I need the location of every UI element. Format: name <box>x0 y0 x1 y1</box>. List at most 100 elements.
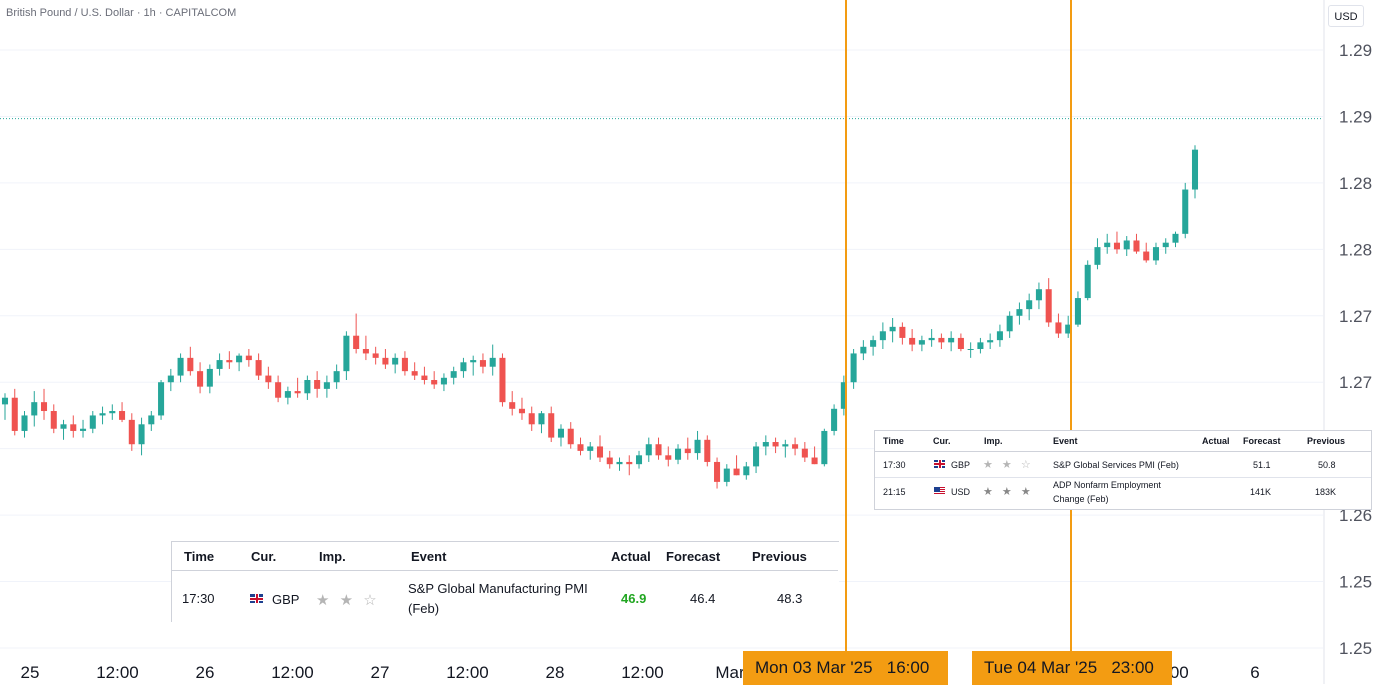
candle-body <box>372 353 379 358</box>
candle <box>762 435 769 456</box>
candle-body <box>392 357 399 365</box>
candle <box>275 375 282 403</box>
candle <box>1065 315 1072 338</box>
price-tick-label: 1.27 <box>1339 307 1372 326</box>
event-currency: USD <box>951 487 971 497</box>
candle-body <box>1133 240 1140 252</box>
candle-body <box>860 346 867 354</box>
candle <box>557 424 565 447</box>
candle-body <box>870 340 877 347</box>
uk-flag-icon <box>934 460 945 468</box>
candle-body <box>216 360 223 369</box>
candle-body <box>782 444 789 447</box>
candle <box>206 364 213 394</box>
candle <box>938 333 945 349</box>
event-previous: 183K <box>1315 487 1337 497</box>
header-event: Event <box>1053 436 1078 446</box>
event-name-line2: (Feb) <box>408 601 440 616</box>
candle <box>967 342 974 358</box>
candle <box>177 353 184 383</box>
candle <box>792 437 799 456</box>
candle <box>382 349 389 369</box>
candle <box>411 362 418 381</box>
candle <box>353 313 360 354</box>
candle-body <box>431 380 438 385</box>
candle-body <box>60 424 67 429</box>
event-previous: 48.3 <box>777 591 803 606</box>
candle <box>567 422 574 449</box>
candle-body <box>450 371 457 378</box>
candle-body <box>1006 315 1013 332</box>
event-name-line1: S&P Global Manufacturing PMI <box>408 581 588 596</box>
candle-body <box>548 413 555 438</box>
candle <box>509 391 516 416</box>
candle <box>860 340 867 361</box>
candle-body <box>762 442 769 447</box>
candle <box>704 435 711 467</box>
candle-body <box>509 402 516 409</box>
candle-body <box>831 408 838 431</box>
candle <box>362 335 369 361</box>
candle <box>801 442 808 462</box>
candle-body <box>909 337 916 345</box>
calendar-row[interactable]: 17:30 GBP ★ ★ ☆ S&P Global Services PMI … <box>875 452 1371 478</box>
header-previous: Previous <box>1307 436 1346 446</box>
candle <box>1113 231 1120 254</box>
candle <box>1035 282 1042 310</box>
candle-body <box>753 446 760 467</box>
candle <box>440 373 447 392</box>
header-actual: Actual <box>611 549 651 564</box>
candle-body <box>577 444 584 451</box>
candle <box>236 353 243 372</box>
time-highlight-label-2: Tue 04 Mar '25 23:00 <box>972 651 1172 685</box>
candle-body <box>70 424 77 431</box>
candle <box>167 368 174 392</box>
price-axis[interactable]: 1.291.291.281.281.271.271.261.261.251.25 <box>1339 41 1372 658</box>
candle-body <box>1035 289 1042 301</box>
price-tick-label: 1.29 <box>1339 107 1372 126</box>
candle-body <box>879 331 886 341</box>
candle <box>187 346 194 376</box>
candle-body <box>635 455 643 465</box>
candle-body <box>684 448 691 454</box>
candle <box>577 437 584 456</box>
candle <box>245 349 252 367</box>
candle-body <box>889 326 896 332</box>
candle-body <box>587 446 594 451</box>
candle-body <box>1172 233 1179 243</box>
candle <box>518 397 525 420</box>
candle <box>119 402 126 423</box>
candle-body <box>1152 247 1160 261</box>
candle-body <box>967 349 974 350</box>
candle <box>596 435 604 462</box>
candle <box>996 324 1003 347</box>
candle-body <box>1104 242 1111 248</box>
candle <box>255 353 262 381</box>
candle-body <box>1191 149 1199 190</box>
candle <box>957 333 964 352</box>
candle <box>626 455 633 476</box>
candle-body <box>421 375 428 381</box>
candle-body <box>1026 300 1033 310</box>
candle <box>343 331 350 381</box>
candle <box>138 417 145 456</box>
candle <box>850 349 857 389</box>
candle <box>226 351 233 369</box>
candle <box>899 322 906 345</box>
candle-body <box>801 448 808 458</box>
header-importance: Imp. <box>319 549 346 564</box>
currency-button[interactable]: USD <box>1328 5 1364 27</box>
calendar-row[interactable]: 21:15 USD ★ ★ ★ ADP Nonfarm Employment C… <box>875 478 1371 508</box>
time-tick-label: Mar <box>715 663 745 682</box>
candle <box>1182 182 1189 239</box>
candle-body <box>401 357 408 372</box>
candle <box>50 404 57 434</box>
candle <box>879 322 886 349</box>
candle <box>128 413 135 451</box>
time-tick-label: 12:00 <box>271 663 314 682</box>
calendar-row[interactable]: 17:30 GBP ★ ★ ☆ S&P Global Manufacturing… <box>172 574 838 622</box>
time-tick-label: 12:00 <box>446 663 489 682</box>
candle <box>470 355 477 376</box>
candle-body <box>245 355 252 361</box>
candle <box>1191 145 1199 199</box>
